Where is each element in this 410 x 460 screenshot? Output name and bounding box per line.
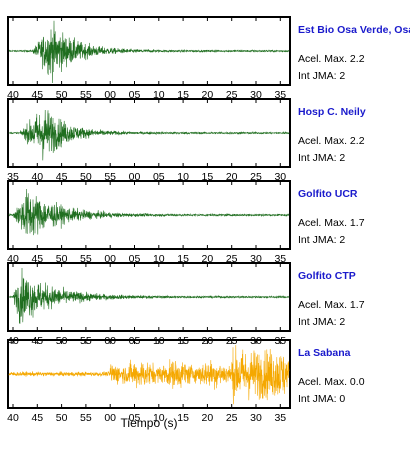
x-tick-label: 25 xyxy=(226,412,238,424)
x-tick-label: 50 xyxy=(56,412,68,424)
station-name: Golfito CTP xyxy=(298,270,356,282)
x-tick-label: 45 xyxy=(31,412,43,424)
x-tick-label: 40 xyxy=(7,89,19,101)
x-tick-label: 35 xyxy=(274,89,286,101)
max-acceleration-label: Acel. Max. 2.2 xyxy=(298,53,365,65)
x-tick-label: 20 xyxy=(226,171,238,183)
x-tick-label: 00 xyxy=(129,171,141,183)
waveform-trace xyxy=(8,20,290,84)
x-tick-label: 55 xyxy=(80,89,92,101)
jma-intensity-label: Int JMA: 2 xyxy=(298,316,345,328)
jma-intensity-label: Int JMA: 2 xyxy=(298,234,345,246)
waveform-trace xyxy=(8,345,290,405)
x-tick-label: 30 xyxy=(274,171,286,183)
x-tick-label: 45 xyxy=(56,171,68,183)
station-panel: 35 40 45 50 55 00 05 10 15 20 25 30 Hosp C. Neily Ace… xyxy=(7,98,366,183)
waveform-trace xyxy=(8,189,290,236)
waveform-trace xyxy=(8,110,290,161)
x-tick-label: 25 xyxy=(226,89,238,101)
x-tick-label: 05 xyxy=(129,89,141,101)
x-tick-label: 25 xyxy=(226,253,238,265)
max-acceleration-label: Acel. Max. 1.7 xyxy=(298,217,365,229)
x-tick-label: 00 xyxy=(104,412,116,424)
x-tick-label: 35 xyxy=(274,253,286,265)
max-acceleration-label: Acel. Max. 1.7 xyxy=(298,299,365,311)
x-tick-label: 40 xyxy=(31,171,43,183)
x-tick-label: 10 xyxy=(177,171,189,183)
jma-intensity-label: Int JMA: 0 xyxy=(298,393,345,405)
x-tick-label: 50 xyxy=(56,253,68,265)
x-tick-label: 20 xyxy=(202,89,214,101)
station-name: Est Bio Osa Verde, Osa xyxy=(298,24,410,36)
x-tick-label: 15 xyxy=(202,171,214,183)
station-name: Hosp C. Neily xyxy=(298,106,366,118)
x-tick-label: 30 xyxy=(250,253,262,265)
x-tick-label: 40 xyxy=(7,412,19,424)
x-tick-label: 10 xyxy=(153,412,165,424)
x-tick-label: 55 xyxy=(104,171,116,183)
plot-frame xyxy=(7,98,291,168)
x-tick-label: 35 xyxy=(274,412,286,424)
x-tick-label: 05 xyxy=(129,412,141,424)
x-tick-label: 05 xyxy=(129,253,141,265)
x-tick-label: 25 xyxy=(250,171,262,183)
x-tick-label: 15 xyxy=(177,412,189,424)
x-tick-label: 15 xyxy=(177,89,189,101)
station-name: La Sabana xyxy=(298,347,351,359)
x-tick-label: 20 xyxy=(202,253,214,265)
plot-frame xyxy=(7,262,291,332)
x-tick-label: 30 xyxy=(250,89,262,101)
x-tick-label: 35 xyxy=(7,171,19,183)
x-tick-label: 10 xyxy=(153,253,165,265)
x-tick-label: 00 xyxy=(104,89,116,101)
station-panel: 40 45 50 55 00 05 10 15 20 25 30 35 La Sabana Acel. M… xyxy=(7,339,365,424)
x-tick-label: 45 xyxy=(31,89,43,101)
plot-frame xyxy=(7,339,291,409)
station-panel: 40 45 50 55 00 05 10 15 20 25 30 35 Est Bio Osa Verd… xyxy=(7,16,410,101)
jma-intensity-label: Int JMA: 2 xyxy=(298,152,345,164)
x-tick-label: 50 xyxy=(56,89,68,101)
x-tick-label: 55 xyxy=(80,412,92,424)
max-acceleration-label: Acel. Max. 0.0 xyxy=(298,376,365,388)
x-tick-label: 45 xyxy=(31,253,43,265)
x-tick-label: 15 xyxy=(177,253,189,265)
x-tick-label: 20 xyxy=(202,412,214,424)
station-panel: 40 45 50 55 00 05 10 15 20 25 30 35 Golfito UCR Acel.… xyxy=(7,180,365,265)
x-axis-label: Tiempo (s) xyxy=(121,416,178,430)
x-tick-label: 10 xyxy=(153,89,165,101)
x-tick-label: 40 xyxy=(7,253,19,265)
station-name: Golfito UCR xyxy=(298,188,358,200)
plot-frame xyxy=(7,180,291,250)
x-tick-label: 55 xyxy=(80,253,92,265)
waveform-trace xyxy=(8,268,290,324)
x-tick-label: 30 xyxy=(250,412,262,424)
x-tick-label: 00 xyxy=(104,253,116,265)
x-tick-label: 05 xyxy=(153,171,165,183)
plot-frame xyxy=(7,16,291,86)
x-tick-label: 50 xyxy=(80,171,92,183)
jma-intensity-label: Int JMA: 2 xyxy=(298,70,345,82)
max-acceleration-label: Acel. Max. 2.2 xyxy=(298,135,365,147)
